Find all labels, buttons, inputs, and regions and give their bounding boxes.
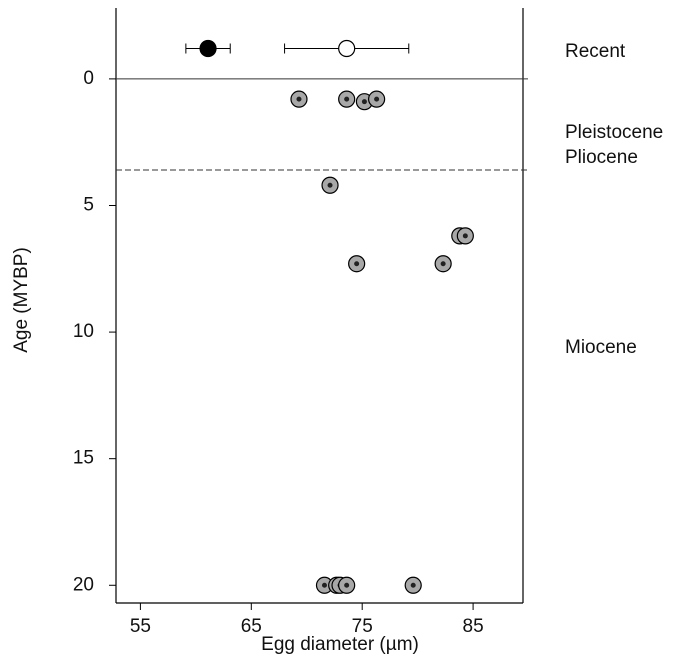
era-label: Pleistocene xyxy=(565,122,663,143)
era-label: Miocene xyxy=(565,337,637,358)
point-center xyxy=(361,99,367,105)
y-tick-label: 10 xyxy=(73,321,94,342)
point-center xyxy=(321,582,327,588)
x-tick-label: 85 xyxy=(463,616,484,637)
point-center xyxy=(410,582,416,588)
point-center xyxy=(296,96,302,102)
point-center xyxy=(374,96,380,102)
y-tick-label: 20 xyxy=(73,574,94,595)
point-center xyxy=(344,582,350,588)
point xyxy=(338,39,356,58)
point xyxy=(199,39,217,58)
x-tick-label: 75 xyxy=(352,616,373,637)
point-center xyxy=(440,261,446,267)
y-tick-label: 15 xyxy=(73,448,94,469)
point-center xyxy=(462,233,468,239)
x-tick-label: 55 xyxy=(130,616,151,637)
point-center xyxy=(344,96,350,102)
point-center xyxy=(354,261,360,267)
x-axis-label: Egg diameter (µm) xyxy=(261,634,419,655)
y-axis-label: Age (MYBP) xyxy=(11,247,32,353)
point-center xyxy=(327,182,333,188)
era-label: Pliocene xyxy=(565,147,638,168)
x-tick-label: 65 xyxy=(241,616,262,637)
y-tick-label: 0 xyxy=(83,68,94,89)
era-label: Recent xyxy=(565,41,626,62)
y-tick-label: 5 xyxy=(83,195,94,216)
